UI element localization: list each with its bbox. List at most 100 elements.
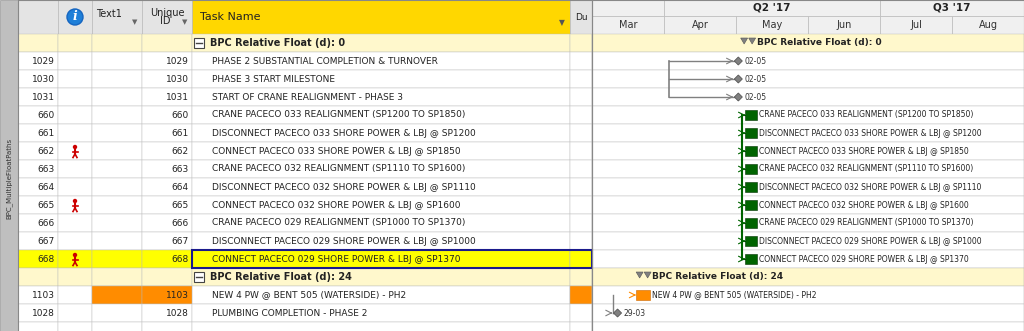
Bar [58, 34, 92, 52]
Text: Du: Du [574, 13, 588, 22]
Circle shape [67, 9, 83, 25]
Text: 29-03: 29-03 [624, 308, 646, 317]
Bar [58, 232, 92, 250]
Bar [745, 218, 758, 228]
Bar [92, 52, 142, 70]
Bar [58, 142, 92, 160]
Text: PHASE 3 START MILESTONE: PHASE 3 START MILESTONE [212, 74, 335, 83]
Bar [92, 142, 142, 160]
Bar [745, 128, 758, 138]
Text: 668: 668 [172, 255, 189, 263]
Bar [142, 160, 193, 178]
Text: 664: 664 [172, 182, 189, 192]
Text: BPC Relative Float (d): 0: BPC Relative Float (d): 0 [210, 38, 345, 48]
Bar [92, 214, 142, 232]
Bar [142, 124, 193, 142]
Bar [193, 286, 570, 304]
Text: CONNECT PACECO 032 SHORE POWER & LBJ @ SP1600: CONNECT PACECO 032 SHORE POWER & LBJ @ S… [212, 201, 461, 210]
Bar [142, 286, 193, 304]
Bar [58, 250, 92, 268]
Bar [570, 124, 592, 142]
Bar [193, 250, 592, 268]
Text: 667: 667 [172, 237, 189, 246]
Polygon shape [613, 309, 622, 317]
Bar [18, 304, 58, 322]
Text: 02-05: 02-05 [744, 57, 766, 66]
Text: BPC Relative Float (d): 0: BPC Relative Float (d): 0 [757, 38, 882, 48]
Bar [58, 0, 92, 34]
Bar [745, 146, 758, 156]
Bar [570, 286, 592, 304]
Text: START OF CRANE REALIGNMENT - PHASE 3: START OF CRANE REALIGNMENT - PHASE 3 [212, 92, 403, 102]
Text: BPC Relative Float (d): 24: BPC Relative Float (d): 24 [652, 272, 783, 281]
Text: 664: 664 [38, 182, 55, 192]
Bar [592, 232, 1024, 250]
Bar [193, 142, 570, 160]
Bar [592, 0, 1024, 331]
Bar [142, 232, 193, 250]
Bar [92, 178, 142, 196]
Bar [92, 286, 142, 304]
Bar [18, 214, 58, 232]
Bar [808, 16, 880, 34]
Text: 662: 662 [38, 147, 55, 156]
Text: 660: 660 [38, 111, 55, 119]
Polygon shape [636, 272, 643, 278]
Bar [664, 16, 736, 34]
Text: DISCONNECT PACECO 033 SHORE POWER & LBJ @ SP1200: DISCONNECT PACECO 033 SHORE POWER & LBJ … [212, 128, 476, 137]
Bar [592, 70, 1024, 88]
Bar [193, 304, 570, 322]
Text: Q3 '17: Q3 '17 [933, 3, 971, 13]
Text: 1028: 1028 [166, 308, 189, 317]
Bar [58, 160, 92, 178]
Bar [592, 124, 1024, 142]
Bar [18, 250, 58, 268]
Text: PLUMBING COMPLETION - PHASE 2: PLUMBING COMPLETION - PHASE 2 [212, 308, 368, 317]
Text: CRANE PACECO 032 REALIGNMENT (SP1110 TO SP1600): CRANE PACECO 032 REALIGNMENT (SP1110 TO … [759, 165, 974, 173]
Text: Jun: Jun [837, 20, 852, 30]
Bar [58, 286, 92, 304]
Text: 660: 660 [172, 111, 189, 119]
Text: NEW 4 PW @ BENT 505 (WATERSIDE) - PH2: NEW 4 PW @ BENT 505 (WATERSIDE) - PH2 [652, 291, 816, 300]
Bar [570, 286, 592, 304]
Text: 666: 666 [38, 218, 55, 227]
Text: CONNECT PACECO 032 SHORE POWER & LBJ @ SP1600: CONNECT PACECO 032 SHORE POWER & LBJ @ S… [759, 201, 969, 210]
Bar [570, 142, 592, 160]
Bar [570, 34, 592, 52]
Bar [592, 250, 1024, 268]
Text: DISCONNECT PACECO 029 SHORE POWER & LBJ @ SP1000: DISCONNECT PACECO 029 SHORE POWER & LBJ … [212, 237, 476, 246]
Bar [194, 272, 204, 282]
Bar [592, 16, 664, 34]
Bar [92, 34, 142, 52]
Text: 1030: 1030 [32, 74, 55, 83]
Bar [745, 182, 758, 192]
Bar [142, 70, 193, 88]
Text: 1028: 1028 [32, 308, 55, 317]
Text: ▼: ▼ [559, 18, 565, 26]
Bar [570, 268, 592, 286]
Bar [636, 290, 650, 300]
Bar [570, 250, 592, 268]
Text: DISCONNECT PACECO 032 SHORE POWER & LBJ @ SP1110: DISCONNECT PACECO 032 SHORE POWER & LBJ … [759, 182, 982, 192]
Text: 662: 662 [172, 147, 189, 156]
Text: Task Name: Task Name [200, 12, 260, 22]
Bar [570, 322, 592, 331]
Text: 1030: 1030 [166, 74, 189, 83]
Bar [142, 286, 193, 304]
Bar [570, 178, 592, 196]
Bar [92, 196, 142, 214]
Bar [745, 164, 758, 174]
Text: 661: 661 [172, 128, 189, 137]
Text: CONNECT PACECO 029 SHORE POWER & LBJ @ SP1370: CONNECT PACECO 029 SHORE POWER & LBJ @ S… [212, 255, 461, 263]
Bar [193, 88, 570, 106]
Polygon shape [740, 38, 748, 44]
Polygon shape [644, 272, 651, 278]
Bar [570, 0, 592, 34]
Text: Mar: Mar [618, 20, 637, 30]
Bar [592, 0, 664, 16]
Bar [58, 322, 92, 331]
Bar [592, 88, 1024, 106]
Bar [193, 52, 570, 70]
Bar [736, 16, 808, 34]
Bar [570, 52, 592, 70]
